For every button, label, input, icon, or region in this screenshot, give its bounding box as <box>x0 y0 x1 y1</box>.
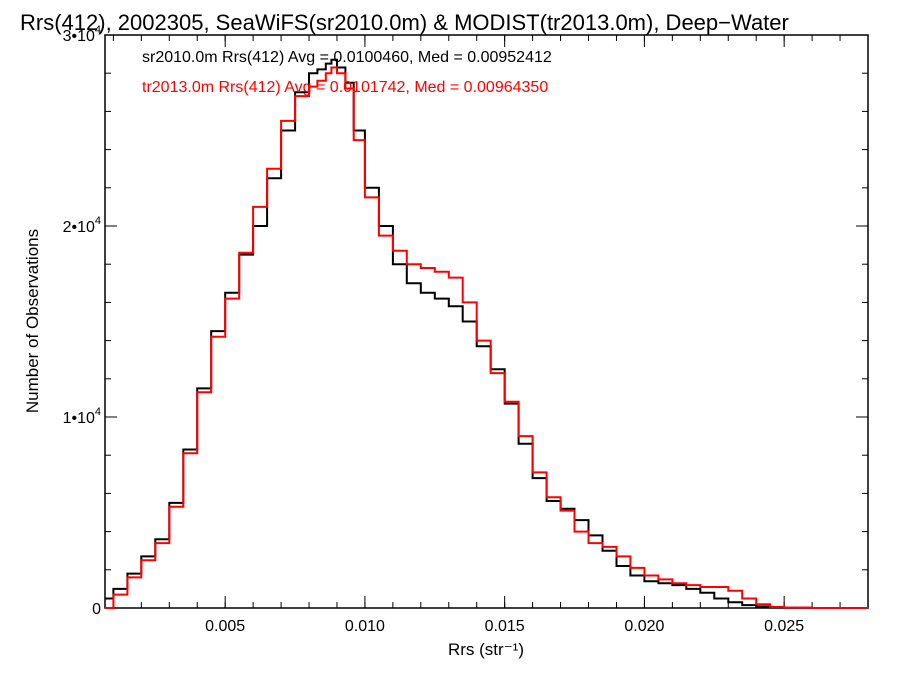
y-tick-label: 0 <box>92 601 101 618</box>
x-tick-label: 0.005 <box>205 618 245 635</box>
legend-entry-sr2010: sr2010.0m Rrs(412) Avg = 0.0100460, Med … <box>142 49 552 66</box>
x-tick-label: 0.015 <box>485 618 525 635</box>
x-axis-label: Rrs (str⁻¹) <box>448 640 524 659</box>
axis-ticks <box>105 34 869 609</box>
series-lines <box>105 58 868 609</box>
y-tick-label: 1•104 <box>63 406 101 427</box>
y-tick-label: 3•104 <box>63 24 101 45</box>
plot-frame <box>104 34 869 609</box>
x-tick-label: 0.010 <box>345 618 385 635</box>
series-line-0 <box>105 58 868 609</box>
chart-title: Rrs(412), 2002305, SeaWiFS(sr2010.0m) & … <box>20 10 789 35</box>
axis-tick-labels: 0.005 0.010 0.015 0.020 0.025 0 1•104 2•104 3•10… <box>63 24 805 635</box>
legend-entry-tr2013: tr2013.0m Rrs(412) Avg = 0.0101742, Med … <box>142 79 548 96</box>
y-axis-label: Number of Observations <box>23 229 42 413</box>
series-line-1 <box>105 66 868 609</box>
x-tick-label: 0.025 <box>764 618 804 635</box>
x-tick-label: 0.020 <box>624 618 664 635</box>
y-tick-label: 2•104 <box>63 215 101 236</box>
